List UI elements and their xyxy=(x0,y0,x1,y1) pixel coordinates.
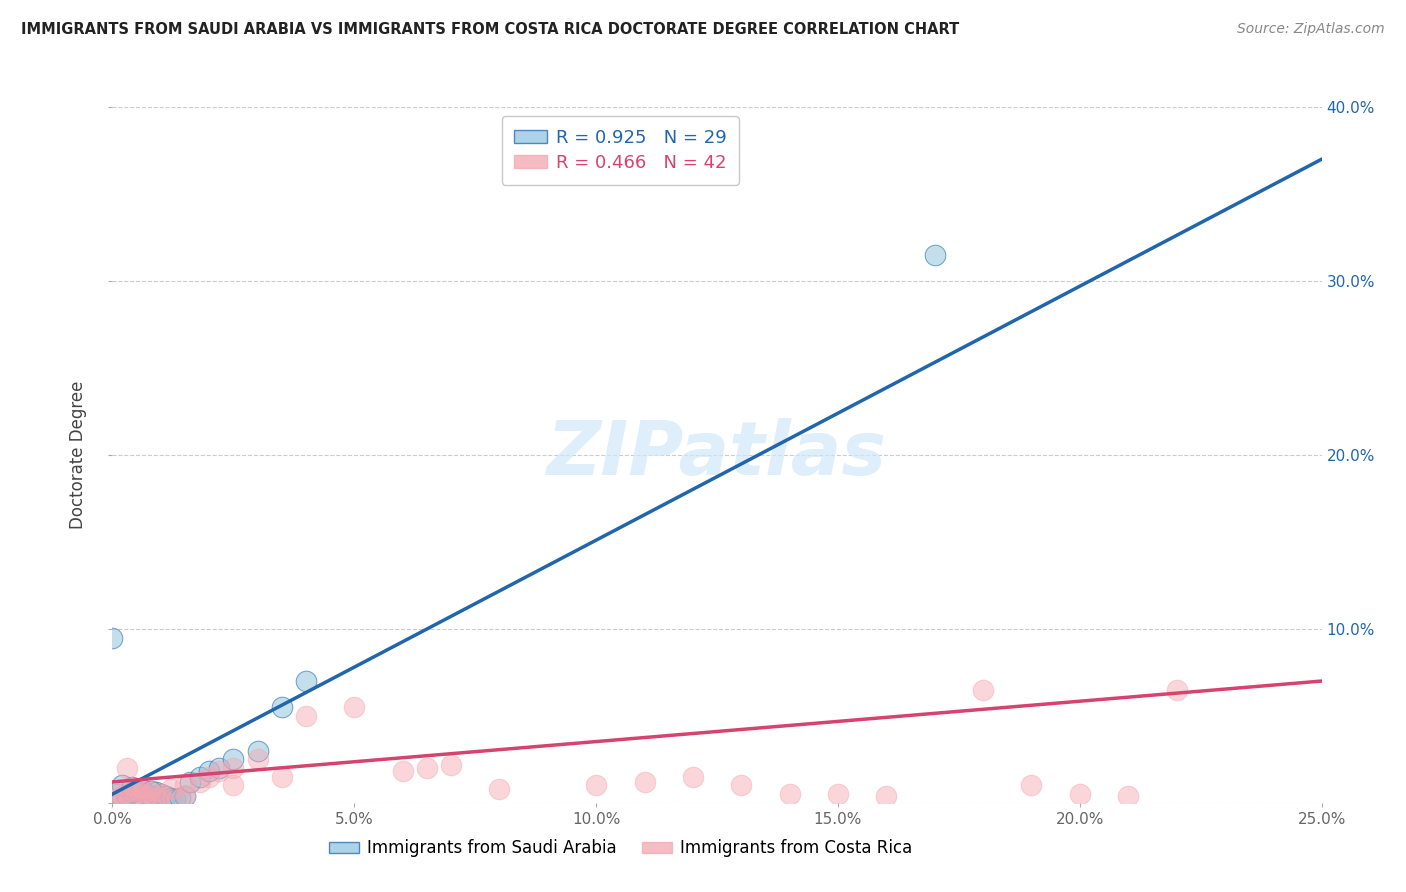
Point xyxy=(633,775,655,789)
Point xyxy=(121,780,143,794)
Point xyxy=(101,792,124,806)
Point xyxy=(1166,682,1188,697)
Text: IMMIGRANTS FROM SAUDI ARABIA VS IMMIGRANTS FROM COSTA RICA DOCTORATE DEGREE CORR: IMMIGRANTS FROM SAUDI ARABIA VS IMMIGRAN… xyxy=(21,22,959,37)
Point xyxy=(174,778,197,792)
Y-axis label: Doctorate Degree: Doctorate Degree xyxy=(69,381,87,529)
Point xyxy=(149,790,172,805)
Point xyxy=(488,781,510,796)
Point xyxy=(111,790,134,805)
Text: Source: ZipAtlas.com: Source: ZipAtlas.com xyxy=(1237,22,1385,37)
Point xyxy=(131,781,153,796)
Point xyxy=(115,789,138,803)
Point xyxy=(115,761,138,775)
Point xyxy=(246,752,269,766)
Point xyxy=(111,778,134,792)
Point xyxy=(391,764,413,779)
Point xyxy=(145,785,167,799)
Point xyxy=(115,785,138,799)
Point xyxy=(131,787,153,801)
Point xyxy=(125,783,148,797)
Point xyxy=(1069,787,1091,801)
Point xyxy=(222,761,245,775)
Point xyxy=(169,790,191,805)
Point xyxy=(1116,789,1139,803)
Point xyxy=(270,770,292,784)
Point xyxy=(222,752,245,766)
Point xyxy=(135,787,157,801)
Point xyxy=(875,789,897,803)
Point xyxy=(159,781,181,796)
Point xyxy=(585,778,607,792)
Point xyxy=(682,770,704,784)
Point xyxy=(295,708,318,723)
Point xyxy=(440,757,463,772)
Point xyxy=(121,790,143,805)
Point xyxy=(174,789,197,803)
Point xyxy=(416,761,439,775)
Point xyxy=(165,792,187,806)
Point xyxy=(121,785,143,799)
Point xyxy=(135,789,157,803)
Point xyxy=(779,787,801,801)
Point xyxy=(179,775,201,789)
Point xyxy=(141,783,163,797)
Point xyxy=(198,764,221,779)
Point xyxy=(295,674,318,689)
Point xyxy=(198,770,221,784)
Point xyxy=(208,761,231,775)
Point xyxy=(131,781,153,796)
Point xyxy=(1021,778,1043,792)
Point xyxy=(174,789,197,803)
Point xyxy=(141,785,163,799)
Point xyxy=(222,778,245,792)
Point xyxy=(270,700,292,714)
Point xyxy=(149,787,172,801)
Point xyxy=(924,248,946,262)
Point xyxy=(159,790,181,805)
Point xyxy=(730,778,752,792)
Point xyxy=(827,787,849,801)
Point xyxy=(246,744,269,758)
Point xyxy=(188,770,211,784)
Text: ZIPatlas: ZIPatlas xyxy=(547,418,887,491)
Point xyxy=(155,789,177,803)
Legend: Immigrants from Saudi Arabia, Immigrants from Costa Rica: Immigrants from Saudi Arabia, Immigrants… xyxy=(322,833,918,864)
Point xyxy=(149,787,172,801)
Point xyxy=(101,631,124,645)
Point xyxy=(188,775,211,789)
Point xyxy=(111,789,134,803)
Point xyxy=(972,682,994,697)
Point xyxy=(105,787,128,801)
Point xyxy=(141,789,163,803)
Point xyxy=(145,790,167,805)
Point xyxy=(208,764,231,779)
Point xyxy=(105,787,128,801)
Point xyxy=(131,781,153,796)
Point xyxy=(125,783,148,797)
Point xyxy=(343,700,366,714)
